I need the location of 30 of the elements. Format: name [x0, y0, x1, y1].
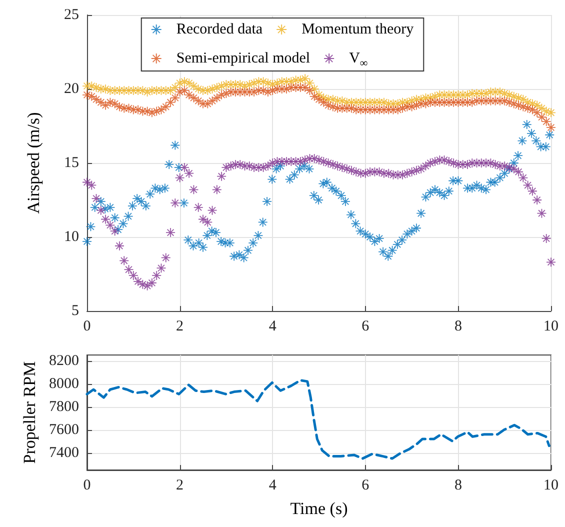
- y-tick-label: 25: [64, 7, 79, 23]
- legend-label: Recorded data: [176, 22, 263, 38]
- x-tick-label: 6: [362, 478, 370, 494]
- y-tick-label: 7600: [49, 422, 79, 438]
- legend-label: Semi-empirical model: [176, 50, 310, 66]
- y-axis-title: Propeller RPM: [20, 361, 40, 464]
- line-series: [86, 379, 550, 460]
- x-tick-label: 0: [83, 478, 91, 494]
- y-tick-label: 8000: [49, 376, 79, 392]
- legend-label: Momentum theory: [302, 22, 414, 38]
- x-tick-label: 2: [176, 318, 184, 334]
- legend-label: V∞: [349, 50, 368, 70]
- y-axis-title: Airspeed (m/s): [24, 112, 43, 214]
- y-tick-label: 7800: [49, 398, 79, 415]
- x-tick-label: 10: [544, 318, 558, 334]
- x-tick-label: 8: [454, 478, 462, 494]
- y-tick-label: 20: [64, 81, 79, 97]
- y-tick-label: 8200: [49, 352, 79, 369]
- x-tick-label: 4: [268, 318, 277, 334]
- y-tick-label: 10: [64, 229, 79, 245]
- x-tick-label: 10: [544, 478, 558, 494]
- y-tick-label: 5: [72, 303, 79, 319]
- x-tick-label: 4: [268, 478, 277, 494]
- y-tick-label: 15: [64, 155, 79, 171]
- x-axis-title: Time (s): [290, 499, 348, 518]
- x-tick-label: 8: [454, 318, 462, 334]
- x-tick-label: 0: [83, 318, 91, 334]
- x-tick-label: 2: [176, 478, 184, 494]
- y-tick-label: 7400: [49, 444, 79, 461]
- x-tick-label: 6: [362, 318, 370, 334]
